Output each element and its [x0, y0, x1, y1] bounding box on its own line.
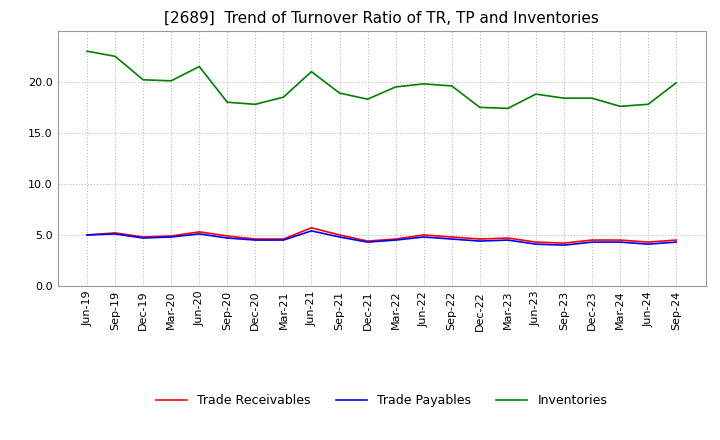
- Trade Receivables: [419, 232, 428, 238]
- Trade Payables: [644, 242, 652, 247]
- Trade Payables: [588, 239, 596, 245]
- Trade Receivables: [391, 236, 400, 242]
- Trade Payables: [447, 236, 456, 242]
- Trade Payables: [251, 238, 260, 243]
- Inventories: [559, 95, 568, 101]
- Inventories: [251, 102, 260, 107]
- Inventories: [139, 77, 148, 82]
- Trade Receivables: [167, 233, 176, 238]
- Inventories: [475, 105, 484, 110]
- Inventories: [588, 95, 596, 101]
- Trade Receivables: [223, 233, 232, 238]
- Trade Receivables: [616, 238, 624, 243]
- Trade Payables: [83, 232, 91, 238]
- Trade Receivables: [251, 236, 260, 242]
- Inventories: [195, 64, 204, 69]
- Inventories: [503, 106, 512, 111]
- Trade Payables: [195, 231, 204, 237]
- Trade Receivables: [447, 235, 456, 240]
- Trade Payables: [531, 242, 540, 247]
- Line: Trade Payables: Trade Payables: [87, 231, 676, 245]
- Trade Payables: [672, 239, 680, 245]
- Inventories: [616, 104, 624, 109]
- Legend: Trade Receivables, Trade Payables, Inventories: Trade Receivables, Trade Payables, Inven…: [151, 389, 612, 412]
- Trade Payables: [391, 238, 400, 243]
- Trade Receivables: [279, 236, 288, 242]
- Trade Payables: [616, 239, 624, 245]
- Trade Receivables: [307, 225, 316, 231]
- Line: Trade Receivables: Trade Receivables: [87, 228, 676, 243]
- Trade Receivables: [83, 232, 91, 238]
- Trade Receivables: [588, 238, 596, 243]
- Inventories: [223, 99, 232, 105]
- Trade Receivables: [531, 239, 540, 245]
- Trade Payables: [559, 242, 568, 248]
- Trade Receivables: [364, 238, 372, 244]
- Inventories: [447, 83, 456, 88]
- Trade Receivables: [672, 238, 680, 243]
- Trade Payables: [279, 238, 288, 243]
- Inventories: [336, 91, 344, 96]
- Trade Receivables: [139, 235, 148, 240]
- Trade Payables: [419, 235, 428, 240]
- Inventories: [279, 95, 288, 100]
- Inventories: [307, 69, 316, 74]
- Inventories: [419, 81, 428, 87]
- Trade Receivables: [559, 241, 568, 246]
- Inventories: [83, 48, 91, 54]
- Inventories: [531, 92, 540, 97]
- Trade Receivables: [503, 235, 512, 241]
- Inventories: [167, 78, 176, 84]
- Inventories: [391, 84, 400, 90]
- Trade Receivables: [195, 229, 204, 235]
- Trade Payables: [475, 238, 484, 244]
- Inventories: [672, 80, 680, 85]
- Inventories: [644, 102, 652, 107]
- Trade Payables: [167, 235, 176, 240]
- Trade Payables: [336, 235, 344, 240]
- Trade Receivables: [644, 239, 652, 245]
- Trade Payables: [503, 238, 512, 243]
- Trade Receivables: [475, 236, 484, 242]
- Inventories: [364, 96, 372, 102]
- Trade Receivables: [336, 232, 344, 238]
- Trade Payables: [223, 235, 232, 241]
- Inventories: [111, 54, 120, 59]
- Trade Receivables: [111, 230, 120, 235]
- Trade Payables: [139, 235, 148, 241]
- Line: Inventories: Inventories: [87, 51, 676, 108]
- Trade Payables: [111, 231, 120, 237]
- Trade Payables: [307, 228, 316, 234]
- Trade Payables: [364, 239, 372, 245]
- Title: [2689]  Trend of Turnover Ratio of TR, TP and Inventories: [2689] Trend of Turnover Ratio of TR, TP…: [164, 11, 599, 26]
